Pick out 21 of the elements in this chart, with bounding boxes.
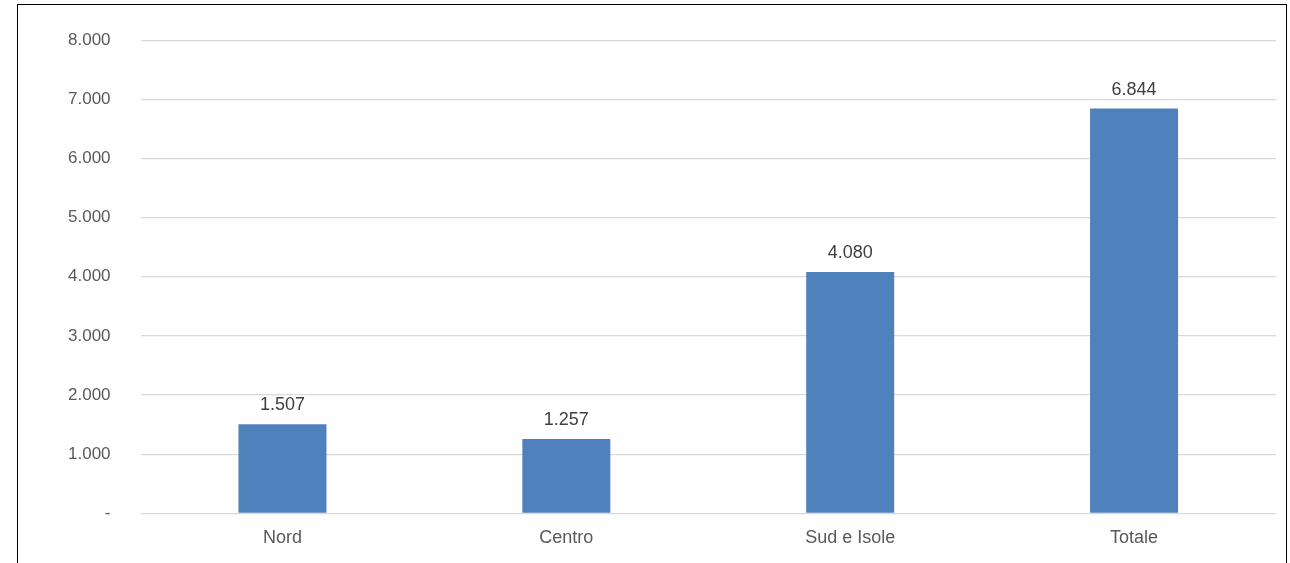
y-tick-label: 4.000: [67, 266, 111, 286]
bar: [1090, 108, 1179, 513]
y-tick-label: 2.000: [67, 384, 111, 404]
bar: [522, 439, 611, 513]
y-tick-label: 3.000: [67, 325, 111, 345]
x-tick-label: Nord: [262, 527, 302, 548]
data-label: 6.844: [1111, 78, 1157, 99]
x-tick-label: Totale: [1110, 527, 1159, 548]
bar: [806, 272, 895, 513]
y-tick-label: -: [104, 503, 111, 523]
data-label: 4.080: [827, 242, 873, 263]
x-tick-label: Centro: [539, 527, 594, 548]
data-label: 1.257: [543, 409, 589, 430]
y-tick-label: 7.000: [67, 89, 111, 109]
x-tick-label: Sud e Isole: [805, 527, 896, 548]
y-tick-label: 1.000: [67, 443, 111, 463]
data-label: 1.507: [259, 394, 305, 415]
y-tick-label: 8.000: [67, 29, 111, 49]
y-tick-label: 6.000: [67, 148, 111, 168]
y-tick-label: 5.000: [67, 207, 111, 227]
bar: [238, 424, 327, 513]
